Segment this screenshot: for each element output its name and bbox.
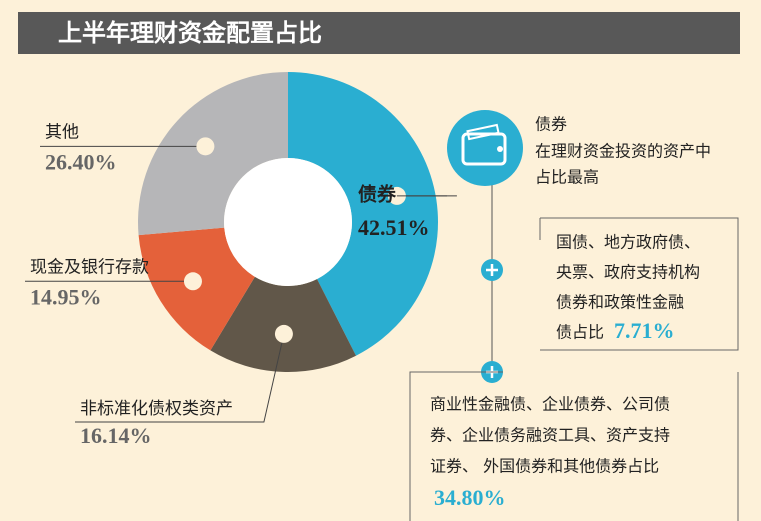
note-text: 央票、政府支持机构 xyxy=(556,263,700,282)
note-text: 国债、地方政府债、 xyxy=(556,233,700,252)
slice-label: 其他 xyxy=(45,122,79,142)
slice xyxy=(210,276,357,373)
chart-title: 上半年理财资金配置占比 xyxy=(58,19,322,47)
leader-line xyxy=(75,333,285,423)
wallet-icon xyxy=(409,110,739,521)
note-value: 34.80% xyxy=(434,485,506,510)
title-bar xyxy=(18,12,740,54)
callout-title: 债券 xyxy=(535,115,567,134)
note-text: 券、企业债务融资工具、资产支持 xyxy=(430,426,670,445)
note-text: 商业性金融债、企业债券、公司债 xyxy=(430,395,670,414)
slice-dot xyxy=(196,137,215,156)
callout-text: 在理财资金投资的资产中 xyxy=(535,142,711,161)
note-text: 债券和政策性金融 xyxy=(556,293,684,312)
callout-text: 占比最高 xyxy=(535,168,599,187)
slice-label: 现金及银行存款 xyxy=(30,257,149,277)
slice-dot xyxy=(183,272,202,291)
value-label: 42.51% xyxy=(358,215,430,240)
slice xyxy=(288,72,438,356)
value-label: 16.14% xyxy=(80,423,152,448)
slice-dot xyxy=(274,324,293,343)
slice-label: 债券 xyxy=(358,183,397,206)
slice-label: 非标准化债权类资产 xyxy=(80,399,233,419)
value-label: 26.40% xyxy=(45,149,117,174)
value-label: 14.95% xyxy=(30,284,102,309)
note-text: 证券、 外国债券和其他债券占比 xyxy=(430,457,659,476)
note-value: 7.71% xyxy=(614,318,675,343)
slice xyxy=(137,72,288,236)
note-text: 债占比 xyxy=(556,323,604,342)
donut-hole xyxy=(224,158,352,286)
